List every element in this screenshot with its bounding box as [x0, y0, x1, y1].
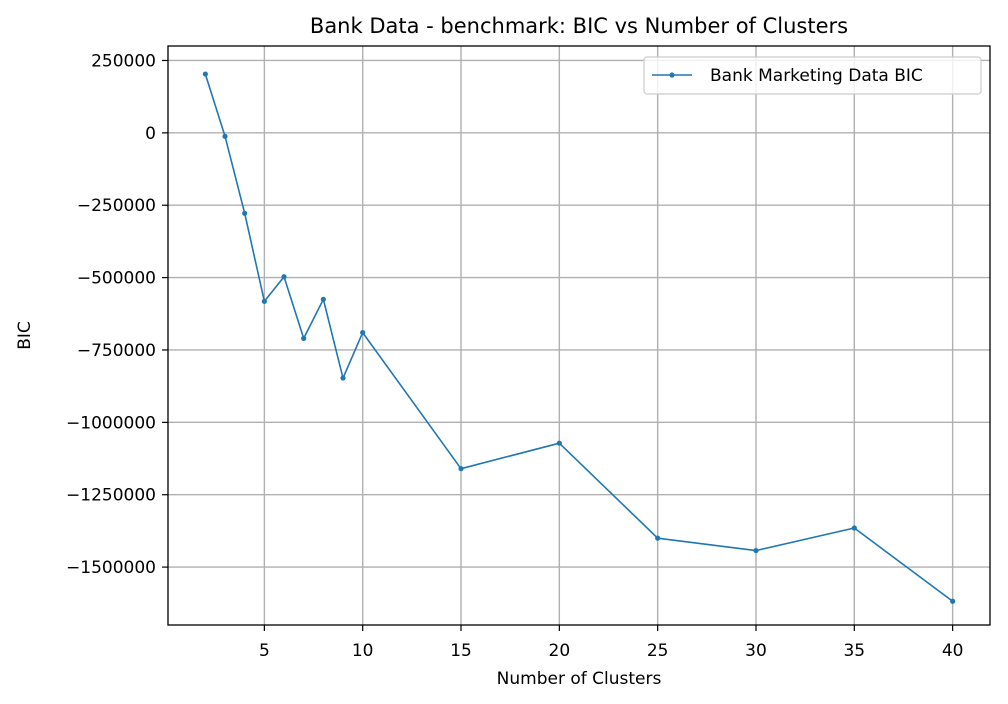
data-point [261, 298, 267, 304]
data-point [340, 375, 346, 381]
legend: Bank Marketing Data BIC [643, 56, 982, 95]
y-axis-title: BIC [15, 321, 35, 350]
data-point [281, 274, 287, 280]
data-point [753, 547, 759, 554]
legend-box [643, 56, 982, 95]
x-axis-title: Number of Clusters [497, 669, 662, 689]
data-point [556, 440, 562, 446]
data-point [202, 71, 208, 77]
legend-marker-swatch [669, 72, 675, 78]
y-tick-label: −750000 [77, 341, 156, 361]
y-tick-label: 0 [145, 124, 156, 144]
x-tick-label: 40 [942, 641, 964, 661]
data-point [242, 210, 248, 216]
x-tick-label: 35 [843, 641, 865, 661]
data-point [320, 296, 326, 302]
legend-label: Bank Marketing Data BIC [710, 66, 923, 86]
data-point [222, 133, 228, 139]
x-tick-label: 20 [549, 641, 571, 661]
grid-lines [168, 46, 990, 625]
data-point [655, 535, 661, 541]
y-tick-label: 250000 [91, 51, 156, 71]
y-tick-label: −250000 [77, 196, 156, 216]
x-tick-label: 15 [450, 641, 472, 661]
plot-area-frame [167, 45, 991, 626]
x-tick-label: 25 [647, 641, 669, 661]
x-tick-label: 30 [745, 641, 767, 661]
data-point [950, 598, 956, 604]
data-point [851, 525, 857, 531]
x-tick-label: 10 [352, 641, 374, 661]
data-point [458, 466, 464, 472]
data-point [301, 335, 307, 341]
y-tick-label: −1500000 [66, 558, 156, 578]
series-layer [202, 71, 956, 604]
y-tick-label: −500000 [77, 269, 156, 289]
x-tick-label: 5 [259, 641, 270, 661]
y-tick-label: −1000000 [66, 413, 156, 433]
data-point [360, 330, 366, 336]
y-tick-label: −1250000 [66, 486, 156, 506]
chart-title: Bank Data - benchmark: BIC vs Number of … [310, 14, 848, 38]
axis-ticks: 5 10 15 20 25 30 35 40 250000 0 −250000 −500000 −750… [66, 51, 963, 661]
